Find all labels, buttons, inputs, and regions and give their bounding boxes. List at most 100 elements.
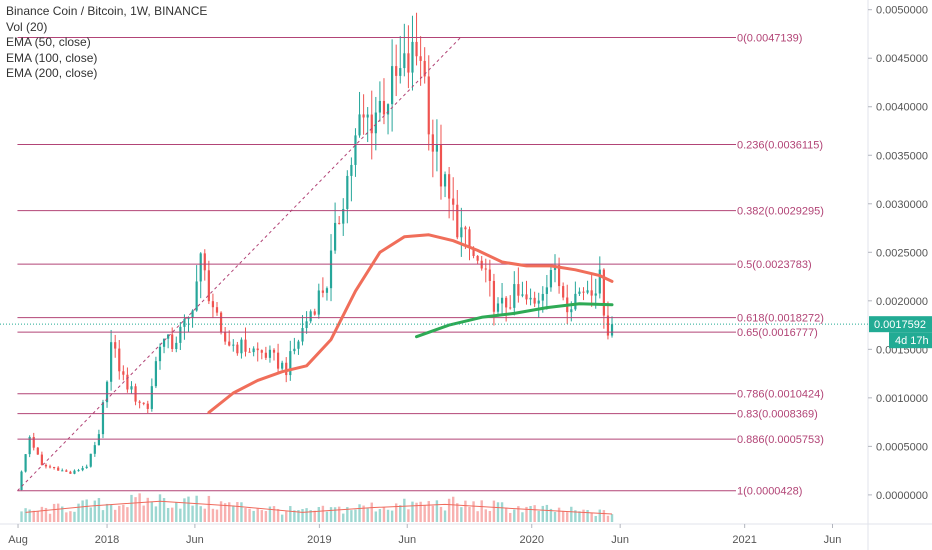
candle-body	[325, 288, 329, 293]
candle-body	[476, 255, 479, 261]
volume-bar	[105, 503, 109, 522]
candle-body	[122, 371, 125, 375]
volume-bar	[179, 508, 182, 522]
volume-bar	[260, 510, 263, 522]
ema-200-line	[415, 302, 614, 339]
volume-bar	[500, 502, 504, 522]
volume-bar	[32, 510, 35, 522]
volume-bar	[329, 507, 333, 522]
candle-body	[118, 348, 121, 372]
volume-bar	[207, 495, 211, 522]
volume-bar	[468, 506, 471, 522]
x-axis-tick-label: Jun	[611, 534, 629, 546]
x-axis-tick-label: Jun	[824, 534, 842, 546]
candle-body	[219, 312, 223, 333]
volume-bar	[223, 503, 227, 522]
candle-body	[582, 291, 585, 293]
volume-bar	[325, 511, 329, 522]
volume-bar	[427, 501, 430, 522]
y-axis-tick-label: 0.0035000	[876, 150, 928, 162]
volume-bar	[407, 509, 410, 522]
volume-bar	[20, 511, 23, 522]
candle-body	[228, 341, 231, 346]
candle-body	[370, 114, 373, 134]
volume-bar	[403, 498, 406, 522]
candle-body	[557, 265, 561, 287]
countdown-label: 4d 17h	[895, 335, 929, 347]
volume-bar	[362, 505, 365, 522]
candle-body	[570, 309, 573, 313]
volume-bar	[93, 500, 97, 522]
volume-bar	[85, 499, 88, 522]
candle-body	[93, 445, 96, 454]
y-axis-tick-label: 0.0000000	[876, 490, 928, 502]
y-axis-tick-label: 0.0045000	[876, 53, 928, 65]
volume-bar	[578, 511, 581, 522]
volume-bar	[228, 502, 231, 522]
volume-bar	[297, 510, 300, 522]
candle-body	[423, 60, 426, 77]
fib-level-label: 0.382(0.0029295)	[737, 206, 824, 218]
fib-trend-line	[17, 37, 461, 492]
candle-body	[362, 114, 365, 118]
candle-body	[191, 310, 194, 318]
candle-body	[289, 351, 292, 376]
volume-bar	[545, 504, 549, 522]
y-axis-tick-label: 0.0010000	[876, 393, 928, 405]
volume-bar	[109, 504, 113, 522]
volume-bar	[394, 503, 398, 522]
volume-bar	[594, 515, 597, 522]
candle-body	[40, 454, 43, 465]
candle-body	[317, 290, 320, 315]
candle-body	[69, 471, 72, 474]
candle-body	[464, 227, 467, 230]
fib-level-label: 1(0.0000428)	[737, 486, 802, 498]
volume-bar	[65, 512, 68, 522]
volume-bar	[305, 508, 308, 522]
candle-body	[167, 334, 170, 339]
volume-bar	[28, 509, 31, 522]
volume-bar	[101, 510, 105, 522]
candle-body	[346, 175, 349, 209]
volume-bar	[598, 509, 602, 522]
volume-bar	[61, 506, 64, 522]
y-axis-tick-label: 0.0050000	[876, 5, 928, 17]
volume-bar	[521, 512, 524, 522]
candle-body	[378, 100, 381, 113]
candle-body	[175, 342, 178, 350]
volume-bar	[492, 500, 496, 522]
candle-body	[403, 53, 406, 69]
candle-body	[97, 434, 101, 446]
candle-body	[48, 466, 52, 468]
candle-body	[244, 339, 247, 352]
volume-bar	[337, 506, 341, 522]
chart-legend: Binance Coin / Bitcoin, 1W, BINANCE Vol …	[6, 4, 207, 82]
volume-bar	[171, 507, 174, 522]
volume-bar	[557, 507, 561, 522]
volume-bar	[150, 501, 154, 522]
volume-bar	[134, 497, 137, 522]
volume-bar	[52, 503, 56, 522]
volume-bar	[113, 509, 117, 522]
candle-body	[203, 253, 206, 271]
volume-bar	[215, 509, 219, 522]
volume-bar	[549, 508, 553, 522]
volume-bar	[154, 506, 158, 522]
fib-level-label: 0.236(0.0036115)	[737, 139, 823, 151]
candle-body	[529, 297, 532, 300]
candle-body	[215, 307, 219, 313]
candle-body	[53, 466, 56, 468]
candle-body	[578, 291, 581, 294]
candle-body	[297, 341, 300, 349]
x-axis-tick-label: 2018	[95, 534, 119, 546]
volume-bar	[232, 505, 235, 522]
candle-body	[183, 319, 186, 327]
volume-bar	[211, 508, 215, 522]
volume-bar	[183, 498, 186, 522]
x-axis-tick-label: Jun	[398, 534, 416, 546]
volume-bar	[321, 505, 325, 522]
candle-body	[44, 464, 48, 467]
candle-body	[439, 144, 443, 187]
volume-bar	[175, 502, 178, 522]
